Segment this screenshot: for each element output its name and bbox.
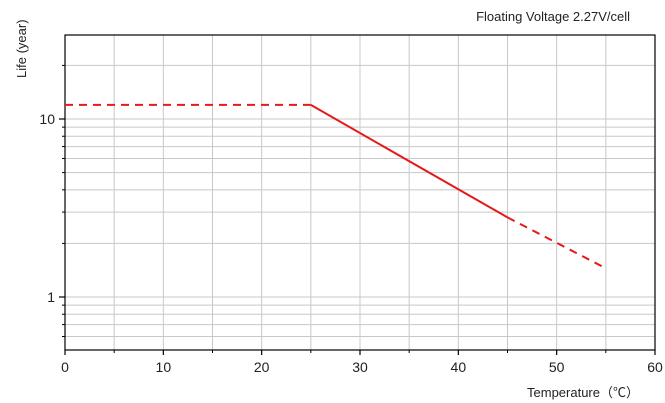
x-tick-label: 30 bbox=[352, 359, 368, 375]
grid bbox=[65, 35, 655, 350]
y-tick-label: 1 bbox=[47, 289, 55, 305]
tick-labels: 0 10 20 30 40 50 60 1 10 bbox=[39, 111, 663, 375]
x-tick-label: 20 bbox=[254, 359, 270, 375]
axes bbox=[59, 34, 656, 355]
x-tick-label: 10 bbox=[156, 359, 172, 375]
x-tick-label: 40 bbox=[451, 359, 467, 375]
x-tick-label: 60 bbox=[647, 359, 663, 375]
series-line-segment bbox=[507, 216, 607, 270]
series bbox=[65, 103, 607, 270]
chart-title: Floating Voltage 2.27V/cell bbox=[476, 9, 630, 24]
series-line-segment bbox=[310, 104, 508, 219]
x-tick-label: 0 bbox=[61, 359, 69, 375]
x-tick-label: 50 bbox=[549, 359, 565, 375]
y-tick-label: 10 bbox=[39, 111, 55, 127]
x-axis-label: Temperature（℃） bbox=[527, 385, 639, 400]
